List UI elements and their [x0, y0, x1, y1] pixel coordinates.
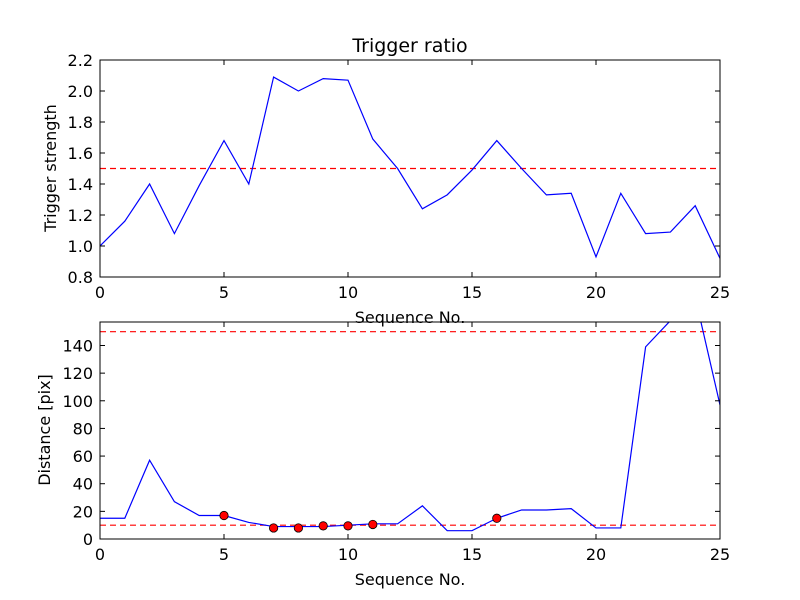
x-tick-label: 0 [95, 283, 105, 302]
y-tick-label: 40 [73, 475, 93, 494]
y-tick-label: 60 [73, 447, 93, 466]
x-tick-label: 15 [462, 545, 482, 564]
data-point-marker [343, 521, 353, 531]
y-axis-label: Trigger strength [41, 104, 60, 233]
plot-area [100, 76, 720, 259]
data-point-marker [293, 523, 303, 533]
y-tick-label: 80 [73, 419, 93, 438]
y-tick-label: 1.4 [68, 175, 93, 194]
y-tick-label: 1.6 [68, 144, 93, 163]
data-point-marker [318, 521, 328, 531]
y-tick-label: 2.2 [68, 51, 93, 70]
y-tick-label: 1.0 [68, 237, 93, 256]
data-point-marker [368, 519, 378, 530]
x-tick-label: 10 [338, 545, 358, 564]
subplot-trigger-ratio: Trigger ratio 0 5 10 15 20 25 0.8 1.0 1.2 1.4 1.6 1… [41, 35, 730, 327]
series-line [100, 322, 720, 532]
data-point-marker [492, 513, 502, 523]
chart-title: Trigger ratio [351, 35, 467, 57]
y-axis-label: Distance [pix] [35, 374, 54, 486]
x-axis-label: Sequence No. [355, 570, 466, 589]
x-tick-label: 25 [710, 545, 730, 564]
x-tick-label: 25 [710, 283, 730, 302]
axes-frame [99, 321, 721, 540]
subplot-distance: 0 5 10 15 20 25 0 20 40 60 80 100 120 140 Sequence No… [35, 321, 730, 589]
x-tick-label: 20 [586, 283, 606, 302]
ticks: 0 5 10 15 20 25 0.8 1.0 1.2 1.4 1.6 1.8 2.0 2.2 [68, 51, 731, 302]
x-tick-label: 5 [219, 545, 229, 564]
data-point-marker [268, 523, 279, 533]
y-tick-label: 120 [62, 364, 93, 383]
y-tick-label: 100 [62, 392, 93, 411]
y-tick-label: 20 [73, 502, 93, 521]
y-tick-label: 140 [62, 336, 93, 355]
y-tick-label: 1.8 [68, 113, 93, 132]
y-tick-label: 0.8 [68, 268, 93, 287]
y-tick-label: 0 [83, 530, 93, 549]
ticks: 0 5 10 15 20 25 0 20 40 60 80 100 120 140 [62, 322, 730, 564]
x-axis-label: Sequence No. [355, 308, 466, 327]
x-tick-label: 20 [586, 545, 606, 564]
y-tick-label: 2.0 [68, 82, 93, 101]
x-tick-label: 5 [219, 283, 229, 302]
x-tick-label: 15 [462, 283, 482, 302]
x-tick-label: 0 [95, 545, 105, 564]
plot-area [100, 322, 720, 533]
y-tick-label: 1.2 [68, 206, 93, 225]
data-point-marker [219, 510, 229, 521]
series-line [100, 76, 720, 259]
x-tick-label: 10 [338, 283, 358, 302]
axes-frame [99, 59, 721, 278]
